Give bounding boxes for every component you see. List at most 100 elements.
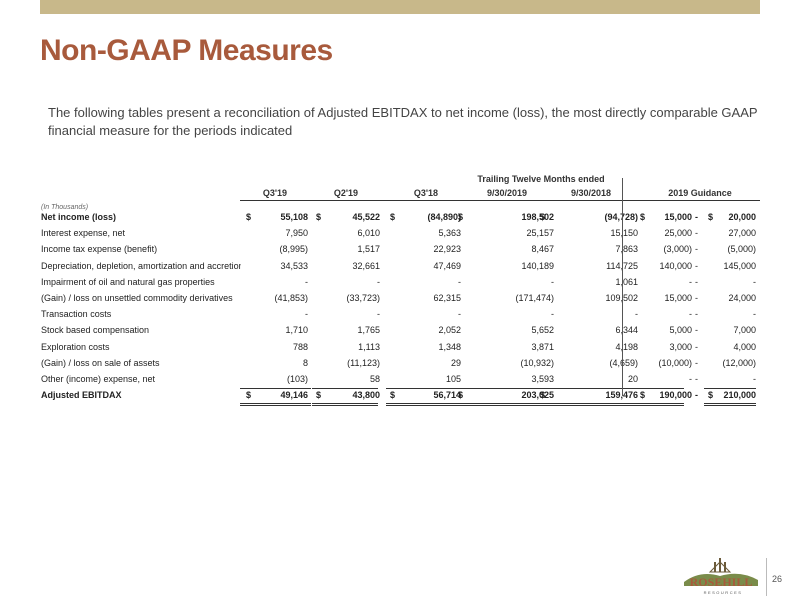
cell-value: (11,123) bbox=[347, 357, 380, 368]
guidance-low: (10,000) bbox=[658, 357, 692, 368]
cell-value: 1,710 bbox=[285, 325, 308, 336]
total-bottom-rule bbox=[536, 405, 638, 407]
total-bottom-rule bbox=[312, 403, 378, 405]
header-underline bbox=[240, 200, 760, 201]
guidance-low: - bbox=[689, 309, 692, 320]
total-top-rule bbox=[636, 388, 684, 390]
total-bottom-rule bbox=[240, 403, 311, 405]
cell-value: (41,853) bbox=[274, 293, 308, 303]
top-accent-bar bbox=[40, 0, 760, 14]
cell-value: 5,652 bbox=[531, 325, 554, 336]
total-bottom-rule bbox=[386, 403, 460, 405]
cell-value: 788 bbox=[292, 341, 308, 352]
column-header: Q2'19 bbox=[333, 188, 359, 198]
total-top-rule bbox=[386, 388, 460, 390]
column-header: 9/30/2019 bbox=[486, 188, 528, 198]
cell-value: 58 bbox=[369, 374, 380, 384]
cell-value: (10,932) bbox=[520, 357, 554, 368]
cell-value: 49,146 bbox=[280, 390, 308, 401]
cell-value: - bbox=[377, 309, 380, 320]
cell-value: 29 bbox=[450, 357, 461, 368]
table-row: Net income (loss) $55,108 $45,522 $ (84,890)… bbox=[40, 210, 770, 226]
range-separator: - bbox=[695, 357, 698, 368]
cell-value: 55,108 bbox=[280, 212, 308, 222]
footer-divider bbox=[766, 558, 767, 596]
guidance-high: (5,000) bbox=[727, 244, 756, 255]
total-top-rule bbox=[704, 388, 756, 390]
cell-value: 5,363 bbox=[438, 228, 461, 239]
cell-value: 198,502 bbox=[521, 212, 554, 222]
column-header: Q3'19 bbox=[262, 188, 288, 198]
page-number: 26 bbox=[772, 574, 783, 584]
units-label: (In Thousands) bbox=[41, 204, 89, 211]
range-separator: - bbox=[695, 293, 698, 303]
dollar-sign: $ bbox=[390, 212, 396, 222]
total-bottom-rule bbox=[454, 405, 554, 407]
total-bottom-rule bbox=[454, 403, 554, 405]
cell-value: 2,052 bbox=[438, 325, 461, 336]
table-row: Impairment of oil and natural gas proper… bbox=[40, 275, 770, 291]
range-separator: - bbox=[695, 212, 698, 222]
cell-value: 43,800 bbox=[352, 390, 380, 401]
table-row: Other (income) expense, net (103) 58 105 3,5… bbox=[40, 372, 770, 388]
cell-value: 159,476 bbox=[578, 390, 638, 400]
guidance-low: 15,000 bbox=[664, 293, 692, 303]
cell-value: 25,157 bbox=[526, 228, 554, 239]
table-row: Adjusted EBITDAX $49,146 $43,800 $56,714 $20… bbox=[40, 388, 770, 404]
guidance-high: (12,000) bbox=[722, 357, 756, 368]
cell-value: (8,995) bbox=[279, 244, 308, 255]
total-bottom-rule bbox=[704, 403, 756, 405]
cell-value: (33,723) bbox=[346, 293, 380, 303]
cell-value: 56,714 bbox=[433, 390, 461, 401]
dollar-sign: $ bbox=[246, 212, 252, 222]
cell-value: 1,765 bbox=[357, 325, 380, 336]
table-row: Depreciation, depletion, amortization an… bbox=[40, 259, 770, 275]
cell-value: 6,344 bbox=[615, 325, 638, 336]
guidance-high: 4,000 bbox=[733, 341, 756, 352]
cell-value: 1,113 bbox=[358, 341, 380, 352]
dollar-sign: $ bbox=[458, 390, 464, 401]
guidance-low: 5,000 bbox=[669, 325, 692, 336]
guidance-low: 15,000 bbox=[664, 212, 692, 222]
guidance-high: - bbox=[753, 309, 756, 320]
logo-subtext: RESOURCES bbox=[704, 590, 743, 595]
cell-value: 114,725 bbox=[578, 261, 638, 271]
row-label: Transaction costs bbox=[41, 309, 112, 320]
guidance-high: - bbox=[753, 374, 756, 384]
total-bottom-rule bbox=[536, 403, 638, 405]
guidance-low: (3,000) bbox=[663, 244, 692, 255]
cell-value: - bbox=[377, 276, 380, 287]
cell-value: 8 bbox=[302, 357, 308, 368]
dollar-sign: $ bbox=[458, 212, 464, 222]
range-separator: - bbox=[695, 374, 698, 384]
guidance-high: 20,000 bbox=[728, 212, 756, 222]
guidance-high: 7,000 bbox=[733, 325, 756, 336]
cell-value: 105 bbox=[445, 374, 461, 384]
cell-value: - bbox=[305, 276, 308, 287]
cell-value: 7,950 bbox=[285, 228, 308, 239]
total-bottom-rule bbox=[312, 405, 378, 407]
table-row: Transaction costs - - - - - - - - bbox=[40, 307, 770, 323]
group-header: Trailing Twelve Months ended bbox=[477, 174, 605, 184]
dollar-sign: $ bbox=[316, 390, 322, 401]
total-bottom-rule bbox=[704, 405, 756, 407]
table-row: Stock based compensation 1,710 1,765 2,052 5… bbox=[40, 323, 770, 339]
guidance-low: - bbox=[689, 276, 692, 287]
dollar-sign: $ bbox=[640, 390, 646, 401]
cell-value: 109,502 bbox=[578, 293, 638, 303]
cell-value: 3,871 bbox=[531, 341, 554, 352]
cell-value: 6,010 bbox=[357, 228, 380, 239]
table-row: Exploration costs 788 1,113 1,348 3,871 4,198… bbox=[40, 340, 770, 356]
total-bottom-rule bbox=[386, 405, 460, 407]
range-separator: - bbox=[695, 309, 698, 320]
dollar-sign: $ bbox=[390, 390, 396, 401]
guidance-high: - bbox=[753, 276, 756, 287]
row-label: Stock based compensation bbox=[41, 325, 150, 336]
cell-value: 1,348 bbox=[438, 341, 461, 352]
cell-value: 3,593 bbox=[531, 374, 554, 384]
cell-value: - bbox=[458, 309, 461, 320]
cell-value: 8,467 bbox=[531, 244, 554, 255]
dollar-sign: $ bbox=[708, 212, 714, 222]
cell-value: 15,150 bbox=[610, 228, 638, 239]
guidance-low: 25,000 bbox=[664, 228, 692, 239]
